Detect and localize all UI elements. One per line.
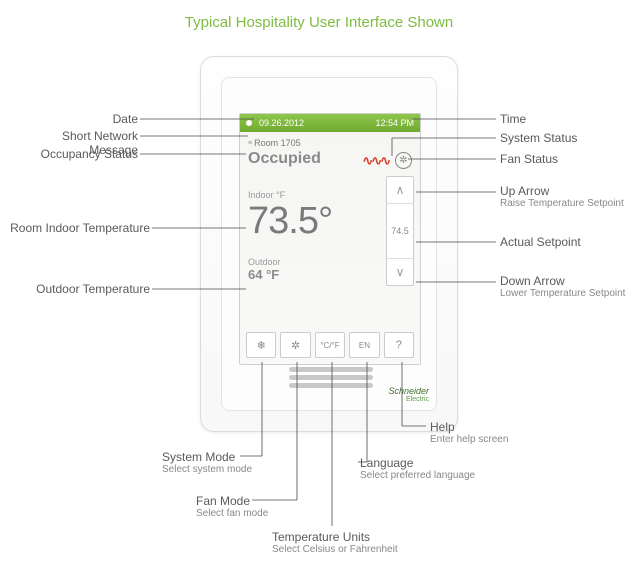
callout-setpoint: Actual Setpoint — [500, 235, 581, 249]
brand-logo: SchneiderElectric — [388, 386, 429, 403]
callout-date: Date — [18, 112, 138, 126]
callout-fan-mode: Fan ModeSelect fan mode — [196, 494, 268, 519]
callout-indoor-temp: Room Indoor Temperature — [10, 221, 150, 235]
network-message-row: ≡ Room 1705 — [240, 132, 420, 148]
lcd-screen: 09.26.2012 12:54 PM ≡ Room 1705 Occupied… — [239, 113, 421, 365]
page-title: Typical Hospitality User Interface Shown — [0, 14, 638, 31]
callout-time: Time — [500, 112, 526, 126]
room-label: Room 1705 — [254, 138, 301, 148]
fan-status-icon: ✲ — [395, 152, 412, 169]
status-dot-icon — [246, 120, 252, 126]
setpoint-value: 74.5 — [387, 203, 413, 259]
callout-up-arrow: Up ArrowRaise Temperature Setpoint — [500, 184, 624, 209]
fan-mode-button[interactable]: ✲ — [280, 332, 310, 358]
language-button[interactable]: EN — [349, 332, 379, 358]
help-button[interactable]: ? — [384, 332, 414, 358]
status-bar: 09.26.2012 12:54 PM — [240, 114, 420, 132]
callout-system-mode: System ModeSelect system mode — [162, 450, 252, 475]
signal-icon: ≡ — [248, 140, 250, 147]
callout-outdoor-temp: Outdoor Temperature — [10, 282, 150, 296]
down-arrow-button[interactable]: ∨ — [387, 259, 413, 285]
status-icons: ∿∿∿ ✲ — [362, 152, 412, 169]
callout-temp-units: Temperature UnitsSelect Celsius or Fahre… — [272, 530, 398, 555]
callout-help: HelpEnter help screen — [430, 420, 508, 445]
callout-occupancy: Occupancy Status — [18, 147, 138, 161]
setpoint-panel: ∧ 74.5 ∨ — [386, 176, 414, 286]
thermostat-device: 09.26.2012 12:54 PM ≡ Room 1705 Occupied… — [200, 56, 458, 432]
temp-units-button[interactable]: °C/°F — [315, 332, 345, 358]
callout-fan-status: Fan Status — [500, 152, 558, 166]
callout-down-arrow: Down ArrowLower Temperature Setpoint — [500, 274, 625, 299]
callout-language: LanguageSelect preferred language — [360, 456, 475, 481]
time-text: 12:54 PM — [375, 118, 414, 128]
soft-button-row: ❄ ✲ °C/°F EN ? — [246, 332, 414, 358]
date-text: 09.26.2012 — [259, 118, 304, 128]
system-mode-button[interactable]: ❄ — [246, 332, 276, 358]
speaker-grille — [289, 367, 373, 391]
callout-system-status: System Status — [500, 131, 577, 145]
heat-waves-icon: ∿∿∿ — [362, 153, 389, 169]
up-arrow-button[interactable]: ∧ — [387, 177, 413, 203]
